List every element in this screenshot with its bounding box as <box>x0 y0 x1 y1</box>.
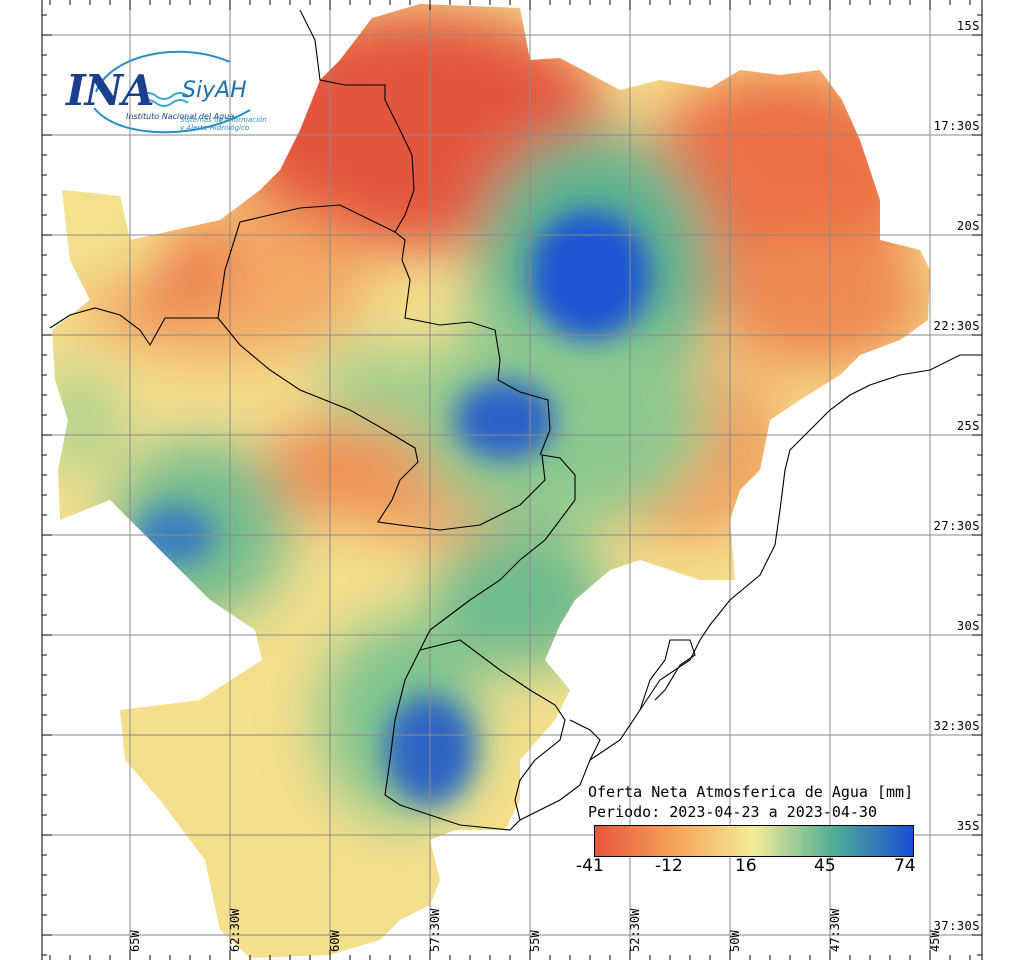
logo-siyah-text: SiyAH <box>182 78 247 103</box>
graticule <box>42 0 982 960</box>
lat-label: 37:30S <box>933 919 980 933</box>
ina-siyah-logo: INA SiyAH Instituto Nacional del Agua Si… <box>62 48 282 140</box>
lat-label: 22:30S <box>933 319 980 333</box>
logo-system-text: Sistemas de Información y Alerta Hidroló… <box>180 116 267 132</box>
lon-label: 62:30W <box>228 908 242 952</box>
lat-label: 35S <box>956 819 980 833</box>
legend-title-block: Oferta Neta Atmosferica de Agua [mm] Per… <box>588 782 913 822</box>
legend-title: Oferta Neta Atmosferica de Agua [mm] <box>588 783 914 801</box>
lon-label: 47:30W <box>828 908 842 952</box>
lat-label: 32:30S <box>933 719 980 733</box>
colorbar-tick-label: 74 <box>894 856 916 876</box>
lon-label: 57:30W <box>428 908 442 952</box>
lat-label: 15S <box>956 19 980 33</box>
frame <box>41 0 983 960</box>
lon-label: 45W <box>928 930 942 952</box>
lat-label: 20S <box>956 219 980 233</box>
lon-label: 52:30W <box>628 908 642 952</box>
colorbar-tick-label: 45 <box>814 856 836 876</box>
colorbar-tick-label: 16 <box>735 856 757 876</box>
logo-swirl <box>93 50 251 134</box>
lat-label: 30S <box>956 619 980 633</box>
lon-label: 50W <box>728 930 742 952</box>
logo-ina-text: INA <box>66 66 155 115</box>
lon-label: 60W <box>328 930 342 952</box>
colorbar-tick-label: -41 <box>576 856 604 876</box>
colorbar-tick-label: -12 <box>655 856 683 876</box>
lat-label: 25S <box>956 419 980 433</box>
lon-label: 55W <box>528 930 542 952</box>
legend-period: Periodo: 2023-04-23 a 2023-04-30 <box>588 803 877 821</box>
lat-label: 17:30S <box>933 119 980 133</box>
logo-org-text: Instituto Nacional del Agua <box>126 112 235 121</box>
lon-label: 65W <box>128 930 142 952</box>
country-borders <box>49 9 982 831</box>
colorbar <box>594 825 914 857</box>
lat-label: 27:30S <box>933 519 980 533</box>
